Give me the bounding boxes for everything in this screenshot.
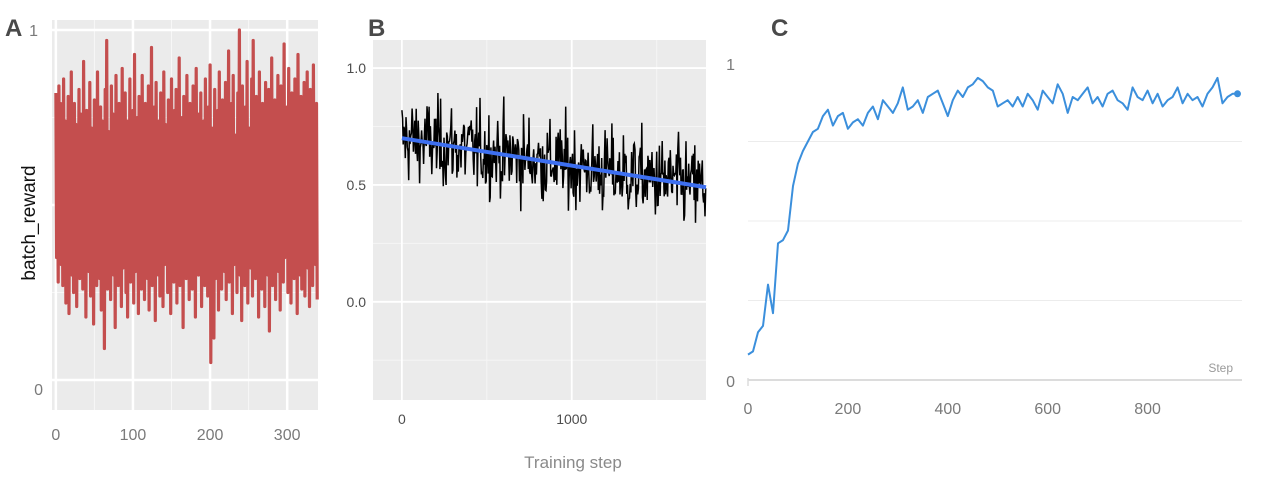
panel-c: 0 200 400 600 800 0 1 Step C xyxy=(726,15,1242,418)
panel-a-x-tick-label: 300 xyxy=(274,427,301,444)
panel-b: 0 1000 0.0 0.5 1.0 Training step B xyxy=(347,15,707,472)
panel-c-last-point xyxy=(1234,90,1242,98)
panel-b-x-tick-label: 0 xyxy=(398,411,406,427)
panel-a-y-tick-label: 1 xyxy=(29,23,38,40)
panel-a-x-tick-label: 100 xyxy=(120,427,147,444)
panel-c-reward-line xyxy=(747,76,1238,356)
panel-c-x-tick-label: 800 xyxy=(1134,401,1161,418)
panel-b-y-tick-label: 1.0 xyxy=(347,60,367,76)
panel-c-x-tick-label: 400 xyxy=(934,401,961,418)
panel-b-reward-trace xyxy=(401,92,707,223)
panel-b-tick-labels: 0 1000 0.0 0.5 1.0 xyxy=(347,60,588,427)
panel-c-tick-labels: 0 200 400 600 800 0 1 xyxy=(726,57,1161,418)
panel-a-tick-labels: 0 100 200 300 0 1 xyxy=(29,23,301,444)
panel-c-gridlines xyxy=(747,141,1242,386)
panel-b-y-tick-label: 0.0 xyxy=(347,294,367,310)
panel-a-x-tick-label: 0 xyxy=(51,427,60,444)
panel-c-x-tick-label: 600 xyxy=(1034,401,1061,418)
panel-c-y-tick-label: 1 xyxy=(726,57,735,74)
panel-a-y-axis-title: batch_reward xyxy=(19,165,40,280)
panel-a-reward-line xyxy=(54,28,319,365)
panel-a-label: A xyxy=(5,15,22,42)
panel-b-x-tick-label: 1000 xyxy=(556,411,587,427)
panel-c-y-tick-label: 0 xyxy=(726,374,735,391)
panel-c-x-axis-title: Step xyxy=(1208,361,1233,375)
panel-b-y-tick-label: 0.5 xyxy=(347,177,367,193)
panel-c-label: C xyxy=(771,15,788,42)
panel-c-x-tick-label: 0 xyxy=(744,401,753,418)
panel-a-x-tick-label: 200 xyxy=(197,427,224,444)
panel-b-series xyxy=(401,92,707,223)
panel-b-label: B xyxy=(368,15,385,42)
panel-c-x-tick-label: 200 xyxy=(835,401,862,418)
panel-a-y-tick-label: 0 xyxy=(34,382,43,399)
panel-c-series xyxy=(747,76,1242,356)
panel-a-series xyxy=(54,28,319,365)
panel-b-x-axis-title: Training step xyxy=(524,453,622,472)
panel-a: 0 100 200 300 0 1 batch_reward A xyxy=(5,15,319,444)
panel-b-plot-background xyxy=(373,40,706,400)
panel-b-trend-line xyxy=(401,136,707,190)
